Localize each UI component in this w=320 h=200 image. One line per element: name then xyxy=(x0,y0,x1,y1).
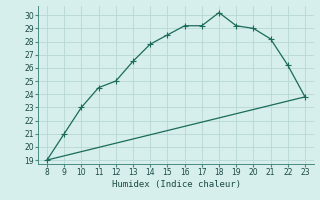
X-axis label: Humidex (Indice chaleur): Humidex (Indice chaleur) xyxy=(111,180,241,189)
